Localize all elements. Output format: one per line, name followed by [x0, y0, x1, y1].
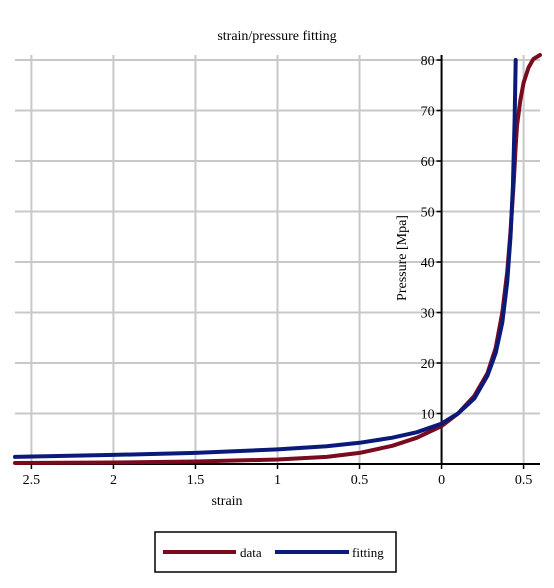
- grid-lines: [15, 55, 540, 464]
- x-tick-label: 2.5: [23, 473, 41, 488]
- series-line-fitting: [13, 58, 518, 459]
- legend-label-data: data: [240, 545, 262, 560]
- y-tick-label: 30: [421, 307, 435, 322]
- x-tick-label: 0.5: [515, 473, 533, 488]
- x-tick-label: 0.5: [351, 473, 369, 488]
- legend: data fitting: [154, 531, 397, 573]
- chart-title: strain/pressure fitting: [217, 29, 336, 44]
- y-tick-label: 20: [421, 357, 435, 372]
- x-tick-label: 1.5: [187, 473, 205, 488]
- y-tick-label: 80: [421, 54, 435, 69]
- y-tick-label: 50: [421, 206, 435, 221]
- y-axis-label: Pressure [Mpa]: [395, 215, 410, 301]
- y-tick-label: 10: [421, 408, 435, 423]
- y-tick-label: 40: [421, 256, 435, 271]
- legend-label-fitting: fitting: [352, 545, 384, 560]
- x-tick-label: 0: [438, 473, 445, 488]
- tick-labels: 2.5 2 1.5 1 0.5 0 0.5 10 20 30 40 50 60 70 80: [23, 54, 533, 488]
- x-axis-label: strain: [211, 494, 242, 509]
- y-tick-label: 60: [421, 155, 435, 170]
- y-tick-label: 70: [421, 105, 435, 120]
- x-tick-label: 1: [274, 473, 281, 488]
- series-lines: [13, 53, 542, 465]
- x-tick-label: 2: [110, 473, 117, 488]
